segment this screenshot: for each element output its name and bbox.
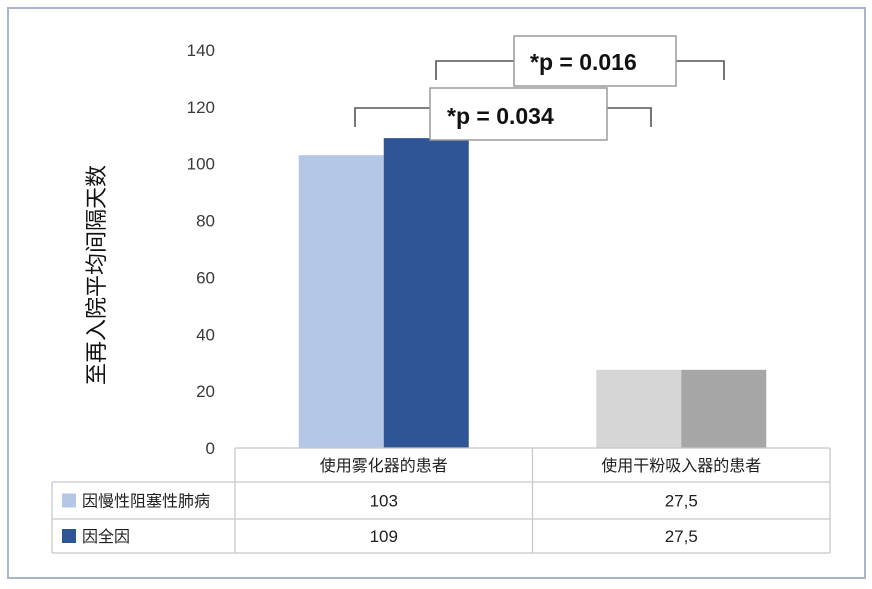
y-tick-label: 0 <box>206 439 215 458</box>
p-value-label: *p = 0.034 <box>447 103 554 129</box>
y-tick-label: 20 <box>196 382 215 401</box>
y-tick-label: 60 <box>196 268 215 287</box>
table-cell-value: 103 <box>370 492 398 511</box>
y-tick-label: 80 <box>196 212 215 231</box>
y-axis-title: 至再入院平均间隔天数 <box>85 165 110 385</box>
legend-swatch <box>62 493 76 508</box>
y-tick-label: 100 <box>187 155 215 174</box>
p-value-box <box>513 35 677 87</box>
bar <box>681 369 767 448</box>
legend-label: 因全因 <box>82 527 130 546</box>
bar <box>596 369 682 448</box>
category-label: 使用干粉吸入器的患者 <box>601 456 761 475</box>
y-tick-label: 40 <box>196 325 215 344</box>
significance-annotations: *p = 0.034 *p = 0.016 <box>354 35 725 141</box>
p-value-box <box>429 87 608 141</box>
table-cell-value: 109 <box>370 527 398 546</box>
table-cell-value: 27,5 <box>665 527 698 546</box>
bars <box>298 138 767 448</box>
category-label: 使用雾化器的患者 <box>320 456 448 475</box>
legend-label: 因慢性阻塞性肺病 <box>82 492 210 511</box>
bar <box>298 155 384 448</box>
y-axis-ticks: 0 20 40 60 80 100 120 140 <box>187 41 215 458</box>
y-tick-label: 140 <box>187 41 215 60</box>
table-cell-value: 27,5 <box>665 492 698 511</box>
bar <box>383 138 469 448</box>
y-tick-label: 120 <box>187 98 215 117</box>
legend-swatch <box>62 529 76 543</box>
p-value-label: *p = 0.016 <box>530 49 637 75</box>
